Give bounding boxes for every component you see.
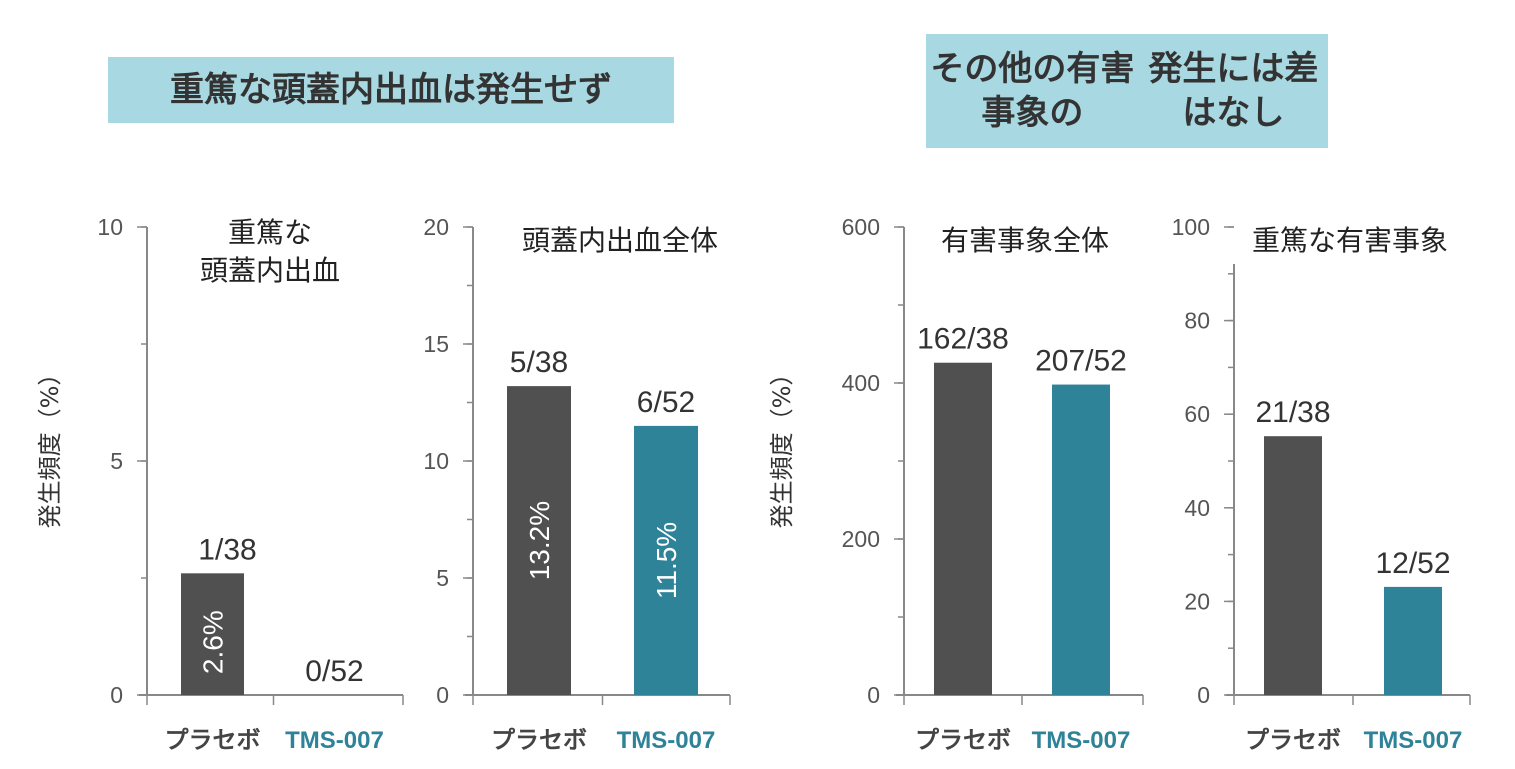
banner-no-difference-adverse-events: その他の有害事象の 発生には差はなし [926,34,1328,148]
chart-2-category-label: プラセボ [491,727,587,754]
chart-2-title: 頭蓋内出血全体 [522,224,718,257]
chart-1-y-tick-label: 10 [97,214,123,240]
chart-4-category-label: プラセボ [1245,727,1341,754]
chart-2-bar-value-label: 13.2% [524,501,555,580]
chart-3-y-tick-label: 200 [842,526,880,552]
banner-no-severe-hemorrhage: 重篤な頭蓋内出血は発生せず [108,57,674,123]
chart-3-y-tick-label: 400 [842,370,880,396]
chart-2-bar-value-label: 11.5% [651,522,682,599]
chart-2-y-tick-label: 20 [423,214,449,240]
chart-1-category-label: TMS-007 [285,727,384,754]
chart-4-y-tick-label: 100 [1172,214,1210,240]
chart-2-y-tick-label: 10 [423,448,449,474]
chart-3-category-label: プラセボ [915,727,1011,754]
chart-2-category-label: TMS-007 [617,727,716,754]
chart-3-title: 有害事象全体 [941,224,1109,257]
chart-4-y-tick-label: 0 [1197,682,1210,708]
chart-4-y-tick-label: 20 [1184,588,1210,614]
chart-3-fraction-label: 207/52 [1035,345,1127,378]
chart-4-y-tick-label: 40 [1184,495,1210,521]
chart-2-bar-tms007 [634,425,698,695]
banner-right-line-2: 発生には差はなし [1148,48,1319,133]
chart-4-y-tick-label: 60 [1184,401,1210,427]
chart-1-bar-placebo [181,573,244,695]
chart-3-bar-placebo [934,362,992,695]
chart-1-fraction-label: 0/52 [305,655,363,688]
chart-2-y-tick-label: 0 [436,682,449,708]
chart-2-y-tick-label: 5 [436,565,449,591]
chart-1-bar-value-label: 2.6% [198,610,229,674]
chart-4-category-label: TMS-007 [1364,727,1463,754]
chart-2-fraction-label: 6/52 [637,386,695,419]
chart-2-bar-placebo [507,386,571,695]
chart-1-category-label: プラセボ [165,727,261,754]
chart-1-y-axis-label: 発生頻度（%） [36,362,64,529]
chart-4-title: 重篤な有害事象 [1252,224,1448,257]
chart-3-y-tick-label: 0 [867,682,880,708]
chart-1-y-tick-label: 5 [110,448,123,474]
chart-1-title: 頭蓋内出血 [200,254,340,287]
chart-4-y-tick-label: 80 [1184,308,1210,334]
chart-4-fraction-label: 12/52 [1375,547,1450,580]
chart-2-fraction-label: 5/38 [510,346,568,379]
chart-3-y-tick-label: 600 [842,214,880,240]
chart-4-fraction-label: 21/38 [1255,396,1330,429]
chart-1-title: 重篤な [228,216,312,249]
chart-3-fraction-label: 162/38 [917,323,1009,356]
chart-1-fraction-label: 1/38 [198,533,256,566]
chart-2-y-tick-label: 15 [423,331,449,357]
chart-1-y-tick-label: 0 [110,682,123,708]
banner-right-line-1: その他の有害事象の [930,48,1135,133]
chart-4-bar-placebo [1264,436,1322,695]
chart-4-bar-tms007 [1384,586,1442,695]
chart-3-y-axis-label: 発生頻度（%） [768,362,796,529]
chart-3-bar-tms007 [1052,384,1110,695]
chart-3-category-label: TMS-007 [1032,727,1131,754]
